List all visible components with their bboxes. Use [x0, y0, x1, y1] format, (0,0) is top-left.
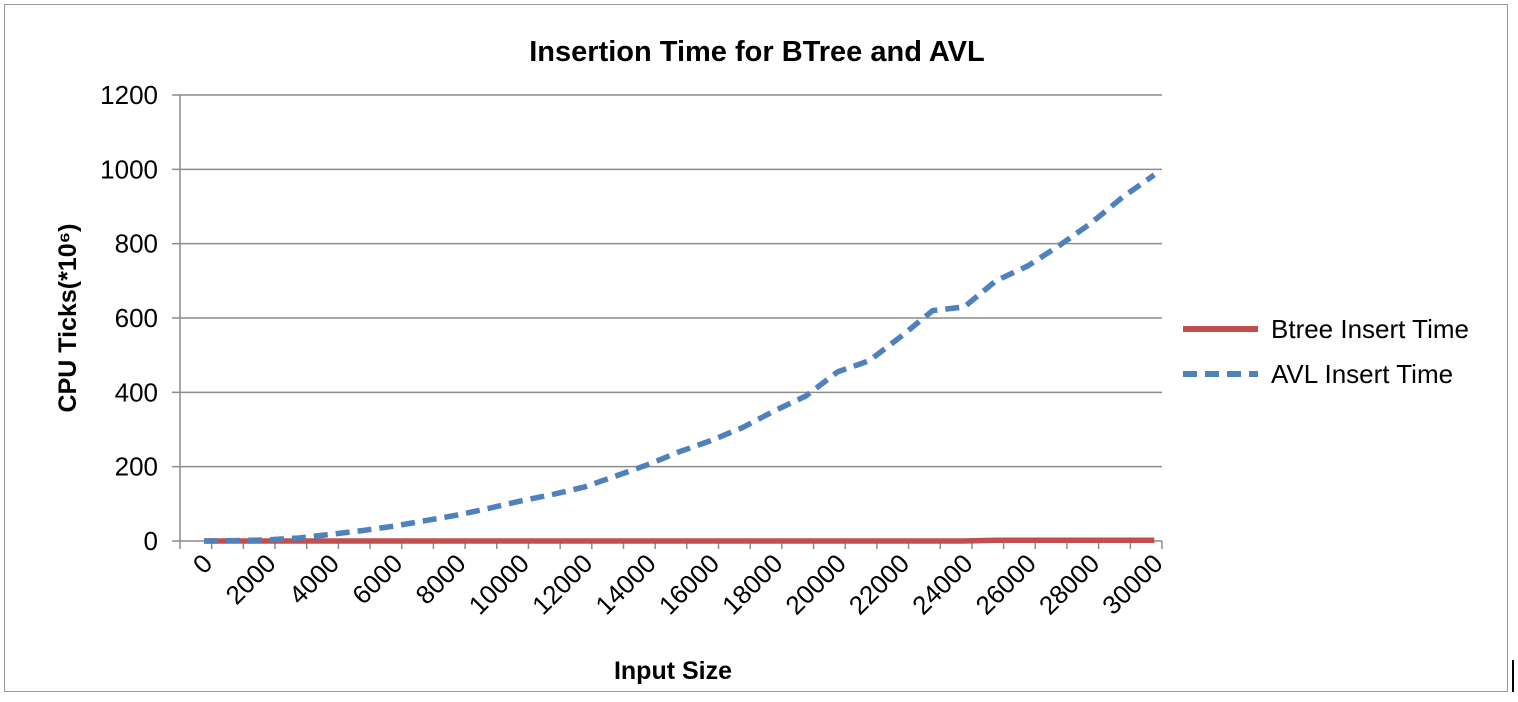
y-tick-labels: 0 200 400 600 800 1000 1200 [100, 80, 158, 556]
axes [172, 94, 1163, 549]
x-tick-label: 14000 [589, 548, 661, 620]
y-axis-title: CPU Ticks(*10⁶) [54, 224, 82, 413]
x-tick-labels: 0 2000 4000 6000 800010000120001400016000180… [187, 548, 1169, 620]
x-tick-label: 4000 [283, 548, 345, 610]
y-tick-label: 400 [115, 377, 158, 407]
chart-frame [4, 4, 1508, 692]
x-tick-label: 30000 [1096, 548, 1168, 620]
x-tick-label: 0 [187, 548, 218, 579]
series-line-1 [203, 172, 1156, 544]
x-tick-label: 16000 [653, 548, 725, 620]
series-line-0 [204, 537, 1155, 544]
y-tick-label: 200 [115, 452, 158, 482]
chart-title: Insertion Time for BTree and AVL [529, 36, 985, 68]
legend-label-1: AVL Insert Time [1271, 359, 1453, 389]
y-tick-label: 0 [144, 526, 158, 556]
y-tick-label: 600 [115, 303, 158, 333]
x-tick-label: 24000 [906, 548, 978, 620]
x-tick-label: 12000 [526, 548, 598, 620]
x-axis-title: Input Size [614, 657, 732, 685]
x-tick-label: 6000 [346, 548, 408, 610]
x-tick-label: 8000 [410, 548, 472, 610]
x-tick-label: 26000 [970, 548, 1042, 620]
x-tick-label: 28000 [1033, 548, 1105, 620]
x-tick-label: 22000 [843, 548, 915, 620]
y-tick-label: 800 [115, 229, 158, 259]
x-tick-label: 20000 [779, 548, 851, 620]
legend: Btree Insert Time AVL Insert Time [1183, 314, 1469, 389]
gridlines [180, 94, 1162, 468]
y-tick-label: 1000 [100, 154, 158, 184]
x-tick-label: 18000 [716, 548, 788, 620]
legend-label-0: Btree Insert Time [1271, 314, 1469, 344]
y-tick-label: 1200 [100, 80, 158, 110]
x-tick-label: 10000 [463, 548, 535, 620]
text-cursor [1512, 660, 1514, 692]
series-lines [203, 172, 1156, 544]
x-tick-label: 2000 [219, 548, 281, 610]
